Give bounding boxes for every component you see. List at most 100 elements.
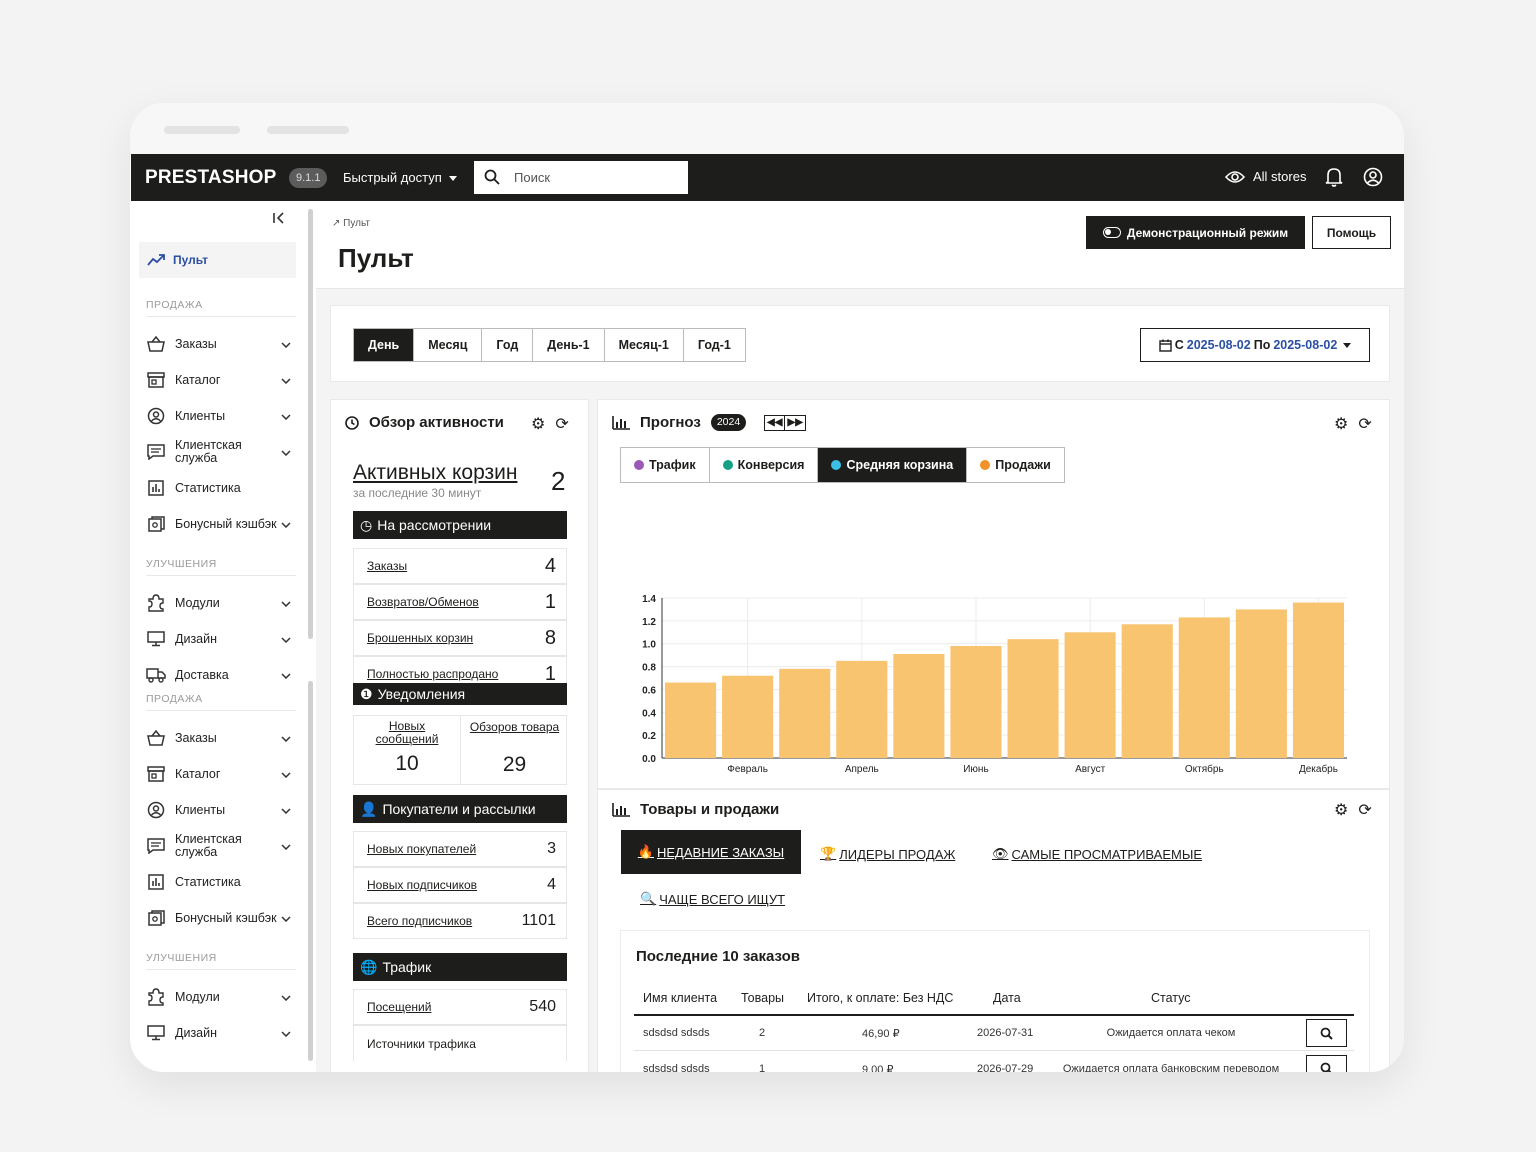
sidebar-item[interactable]: Каталог (146, 756, 291, 792)
sidebar-item[interactable]: Клиентская служба (146, 828, 291, 864)
page-title: Пульт (338, 243, 414, 273)
prev-year-icon[interactable]: ◀◀ (765, 415, 786, 430)
sidebar-item[interactable]: Дизайн (146, 1015, 291, 1051)
view-order-button[interactable] (1306, 1054, 1347, 1072)
sidebar-item[interactable]: Заказы (146, 326, 291, 362)
next-year-icon[interactable]: ▶▶ (787, 417, 803, 428)
period-tab[interactable]: Год (482, 329, 534, 361)
forecast-tab[interactable]: Продажи (967, 448, 1064, 482)
customers-row[interactable]: Всего подписчиков 1101 (353, 903, 567, 939)
collapse-sidebar-icon[interactable] (272, 211, 286, 225)
chevron-down-icon[interactable] (281, 445, 291, 459)
period-tab[interactable]: День (354, 329, 415, 361)
tab-label: ЛИДЕРЫ ПРОДАЖ (839, 846, 956, 862)
period-tab[interactable]: Месяц (414, 329, 483, 361)
help-button[interactable]: Помощь (1312, 216, 1391, 249)
user-account-icon[interactable] (1363, 167, 1383, 187)
sidebar-item[interactable]: Доставка (146, 657, 291, 693)
pending-row[interactable]: Заказы 4 (353, 548, 567, 584)
store-selector[interactable]: All stores (1225, 169, 1306, 184)
customers-row[interactable]: Новых покупателей 3 (353, 831, 567, 867)
tab-best-sellers[interactable]: 🏆 ЛИДЕРЫ ПРОДАЖ (820, 846, 955, 862)
caret-down-icon (1343, 342, 1352, 348)
chevron-down-icon[interactable] (281, 517, 291, 531)
sidebar-item[interactable]: Дизайн (146, 621, 291, 657)
pending-row[interactable]: Брошенных корзин 8 (353, 620, 567, 656)
sidebar-item[interactable]: Статистика (146, 470, 291, 506)
sidebar-item[interactable]: Модули (146, 979, 291, 1015)
forecast-tab[interactable]: Трафик (621, 448, 710, 482)
tab-top-searches[interactable]: 🔍 ЧАЩЕ ВСЕГО ИЩУТ (640, 891, 785, 907)
chevron-down-icon[interactable] (281, 1026, 291, 1040)
settings-icon[interactable]: ⚙ (1334, 802, 1349, 819)
sidebar-section-title: ПРОДАЖА (146, 299, 203, 311)
tab-recent-orders[interactable]: 🔥 НЕДАВНИЕ ЗАКАЗЫ (621, 830, 801, 874)
pending-title: На рассмотрении (377, 517, 492, 533)
sidebar-item[interactable]: Клиенты (146, 398, 291, 434)
sidebar-item[interactable]: Бонусный кэшбэк (146, 506, 291, 542)
sidebar-item[interactable]: Заказы (146, 720, 291, 756)
bell-icon[interactable] (1325, 167, 1343, 187)
chevron-down-icon[interactable] (281, 731, 291, 745)
period-tab[interactable]: День-1 (533, 329, 605, 361)
notif-reviews[interactable]: Обзоров товара 29 (461, 716, 568, 784)
settings-icon[interactable]: ⚙ (1334, 416, 1349, 433)
sidebar-item[interactable]: Бонусный кэшбэк (146, 900, 291, 936)
sidebar-item[interactable]: Клиентская служба (146, 434, 291, 470)
settings-icon[interactable]: ⚙ (531, 416, 546, 433)
period-tab[interactable]: Месяц-1 (605, 329, 684, 361)
chevron-down-icon[interactable] (281, 337, 291, 351)
visits-row[interactable]: Посещений 540 (353, 989, 567, 1025)
chevron-down-icon[interactable] (281, 373, 291, 387)
sidebar-item[interactable]: Модули (146, 585, 291, 621)
date-range-picker[interactable]: С 2025-08-02 По 2025-08-02 (1140, 328, 1370, 362)
logo[interactable]: PRESTASHOP (145, 167, 277, 188)
refresh-icon[interactable]: ⟳ (1358, 416, 1372, 433)
quick-access-menu[interactable]: Быстрый доступ (343, 170, 457, 185)
year-badge: 2024 (710, 414, 747, 431)
traffic-sources-row[interactable]: Источники трафика (353, 1025, 567, 1061)
chevron-down-icon[interactable] (281, 409, 291, 423)
column-header: Дата (993, 991, 1021, 1005)
sidebar-item[interactable]: Каталог (146, 362, 291, 398)
forecast-tab[interactable]: Конверсия (710, 448, 819, 482)
notif-reviews-label: Обзоров товара (469, 720, 560, 734)
sidebar-item[interactable]: Статистика (146, 864, 291, 900)
forecast-tab[interactable]: Средняя корзина (818, 448, 968, 482)
refresh-icon[interactable]: ⟳ (1358, 802, 1372, 819)
chart-bar (1007, 639, 1059, 758)
sidebar-item-label: Клиентская служба (175, 438, 242, 465)
chevron-down-icon[interactable] (281, 839, 291, 853)
chevron-down-icon[interactable] (281, 911, 291, 925)
pending-row[interactable]: Возвратов/Обменов 1 (353, 584, 567, 620)
customers-row[interactable]: Новых подписчиков 4 (353, 867, 567, 903)
active-carts-link[interactable]: Активных корзин (353, 461, 518, 484)
chevron-down-icon[interactable] (281, 803, 291, 817)
view-order-button[interactable] (1306, 1019, 1347, 1047)
chevron-down-icon[interactable] (281, 668, 291, 682)
sidebar-item[interactable]: Клиенты (146, 792, 291, 828)
y-tick-label: 1.2 (642, 617, 656, 628)
breadcrumb[interactable]: ↗ Пульт (332, 218, 370, 229)
chevron-down-icon[interactable] (281, 596, 291, 610)
period-tab[interactable]: Год-1 (697, 338, 731, 352)
notif-messages[interactable]: Новых сообщений 10 (354, 716, 461, 784)
chevron-down-icon[interactable] (281, 632, 291, 646)
search-box[interactable] (474, 161, 688, 194)
chevron-down-icon[interactable] (281, 767, 291, 781)
sidebar-section-title: УЛУЧШЕНИЯ (146, 952, 217, 964)
sidebar-scrollbar[interactable] (308, 681, 313, 1061)
chevron-down-icon[interactable] (281, 990, 291, 1004)
search-input[interactable] (514, 161, 684, 194)
puzzle-icon (146, 593, 166, 613)
products-card: Товары и продажи ⚙ ⟳ 🔥 НЕДАВНИЕ ЗАКАЗЫ 🏆 Л… (597, 789, 1390, 1072)
sidebar-divider (146, 316, 296, 317)
legend-dot (634, 460, 644, 470)
tab-most-viewed[interactable]: 👁 САМЫЕ ПРОСМАТРИВАЕМЫЕ (992, 846, 1202, 862)
sidebar-scrollbar[interactable] (308, 209, 313, 639)
refresh-icon[interactable]: ⟳ (555, 416, 569, 433)
quick-access-label: Быстрый доступ (343, 170, 442, 185)
sidebar-item-dashboard[interactable]: Пульт (139, 242, 296, 278)
demo-mode-button[interactable]: Демонстрационный режим (1086, 216, 1305, 249)
order-status: Ожидается оплата банковским переводом (1062, 1062, 1280, 1073)
